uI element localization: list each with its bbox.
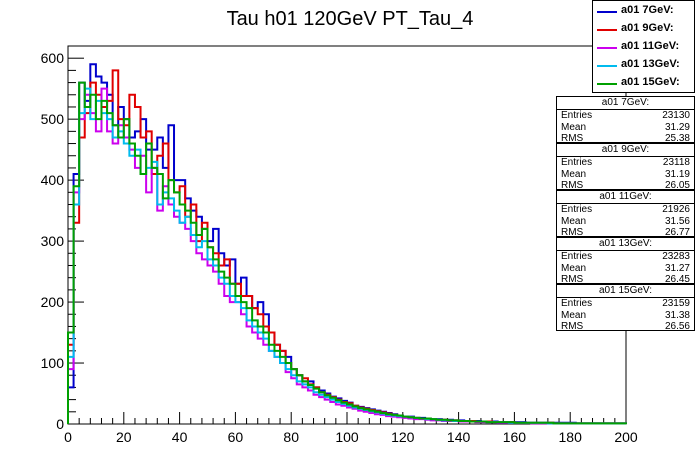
- axes: 0 20 40 60 80 100 120 140 160 180 200 0 100 200 300 400…: [41, 45, 638, 445]
- stats-value: 31.56: [664, 215, 690, 227]
- series-line-2: [67, 69, 627, 425]
- series-group: [67, 63, 627, 425]
- x-tick-label: 40: [172, 429, 188, 445]
- stats-value: 23118: [662, 157, 690, 168]
- stats-key: Mean: [561, 262, 587, 274]
- stats-value: 23283: [662, 251, 690, 262]
- stats-box: a01 15GeV: Entries 23159 Mean 31.38 RMS 26.56: [556, 284, 695, 333]
- stats-key: Entries: [561, 110, 593, 121]
- stats-value: 31.27: [664, 262, 690, 274]
- stats-row-mean: Mean 31.27: [557, 263, 694, 275]
- stats-title: a01 11GeV:: [557, 191, 694, 204]
- stats-key: Entries: [561, 298, 593, 309]
- legend-label: a01 9GeV:: [621, 22, 674, 34]
- stats-row-mean: Mean 31.19: [557, 169, 694, 181]
- stats-box: a01 7GeV: Entries 23130 Mean 31.29 RMS 25.38: [556, 96, 695, 145]
- y-tick-label: 300: [41, 233, 65, 249]
- stats-key: RMS: [561, 227, 584, 238]
- stats-key: RMS: [561, 274, 584, 285]
- stats-value: 23130: [662, 110, 690, 121]
- stats-value: 23159: [662, 298, 690, 309]
- stats-title: a01 15GeV:: [557, 285, 694, 298]
- stats-key: Mean: [561, 215, 587, 227]
- stats-row-mean: Mean 31.29: [557, 122, 694, 134]
- stats-value: 25.38: [664, 133, 690, 144]
- stats-box: a01 11GeV: Entries 21926 Mean 31.56 RMS 26.77: [556, 190, 695, 239]
- legend-label: a01 13GeV:: [621, 58, 680, 70]
- stats-value: 26.56: [664, 321, 690, 332]
- x-tick-label: 180: [559, 429, 583, 445]
- x-tick-label: 160: [503, 429, 527, 445]
- stats-key: RMS: [561, 321, 584, 332]
- stats-row-entries: Entries 23130: [557, 110, 694, 122]
- stats-row-rms: RMS 26.56: [557, 321, 694, 333]
- stats-row-mean: Mean 31.38: [557, 310, 694, 322]
- stats-title: a01 13GeV:: [557, 238, 694, 251]
- legend-swatch: [597, 83, 617, 85]
- legend-swatch: [597, 47, 617, 49]
- stats-key: RMS: [561, 180, 584, 191]
- x-tick-label: 0: [64, 429, 72, 445]
- x-tick-label: 140: [447, 429, 471, 445]
- stats-value: 26.45: [664, 274, 690, 285]
- x-tick-label: 20: [116, 429, 132, 445]
- stats-value: 26.77: [664, 227, 690, 238]
- stats-row-rms: RMS 25.38: [557, 133, 694, 145]
- y-tick-label: 200: [41, 294, 65, 310]
- stats-box: a01 13GeV: Entries 23283 Mean 31.27 RMS 26.45: [556, 237, 695, 286]
- legend-entry: a01 13GeV:: [593, 57, 694, 75]
- legend-label: a01 15GeV:: [621, 76, 680, 88]
- stats-row-entries: Entries 21926: [557, 204, 694, 216]
- y-tick-label: 400: [41, 172, 65, 188]
- series-line-1: [67, 63, 627, 425]
- x-tick-label: 80: [283, 429, 299, 445]
- plot-frame: [67, 45, 627, 425]
- stats-row-rms: RMS 26.05: [557, 180, 694, 192]
- stats-box: a01 9GeV: Entries 23118 Mean 31.19 RMS 26.05: [556, 143, 695, 192]
- legend-entry: a01 11GeV:: [593, 39, 694, 57]
- stats-value: 31.29: [664, 121, 690, 133]
- legend-label: a01 11GeV:: [621, 40, 680, 52]
- y-tick-label: 500: [41, 111, 65, 127]
- legend-entry: a01 15GeV:: [593, 75, 694, 93]
- legend: a01 7GeV: a01 9GeV: a01 11GeV: a01 13GeV: a0…: [592, 0, 695, 93]
- stats-key: Mean: [561, 121, 587, 133]
- stats-value: 31.38: [664, 309, 690, 321]
- stats-key: Mean: [561, 168, 587, 180]
- stats-value: 26.05: [664, 180, 690, 191]
- series-line-5: [67, 81, 627, 425]
- stats-key: Entries: [561, 251, 593, 262]
- chart-title: Tau h01 120GeV PT_Tau_4: [226, 8, 474, 30]
- x-tick-label: 60: [228, 429, 244, 445]
- stats-key: Entries: [561, 204, 593, 215]
- stats-row-entries: Entries 23159: [557, 298, 694, 310]
- legend-swatch: [597, 11, 617, 13]
- legend-entry: a01 7GeV:: [593, 3, 694, 21]
- stats-title: a01 7GeV:: [557, 97, 694, 110]
- stats-title: a01 9GeV:: [557, 144, 694, 157]
- y-tick-label: 600: [41, 50, 65, 66]
- stats-key: RMS: [561, 133, 584, 144]
- stats-row-entries: Entries 23283: [557, 251, 694, 263]
- y-tick-label: 0: [56, 416, 64, 432]
- stats-row-rms: RMS 26.45: [557, 274, 694, 286]
- x-tick-label: 200: [614, 429, 638, 445]
- stats-value: 31.19: [664, 168, 690, 180]
- x-tick-label: 120: [391, 429, 415, 445]
- stats-key: Entries: [561, 157, 593, 168]
- stats-key: Mean: [561, 309, 587, 321]
- y-tick-label: 100: [41, 355, 65, 371]
- stats-row-rms: RMS 26.77: [557, 227, 694, 239]
- legend-entry: a01 9GeV:: [593, 21, 694, 39]
- stats-row-mean: Mean 31.56: [557, 216, 694, 228]
- legend-swatch: [597, 29, 617, 31]
- stats-row-entries: Entries 23118: [557, 157, 694, 169]
- legend-swatch: [597, 65, 617, 67]
- legend-label: a01 7GeV:: [621, 4, 674, 16]
- stats-value: 21926: [662, 204, 690, 215]
- x-tick-label: 100: [335, 429, 359, 445]
